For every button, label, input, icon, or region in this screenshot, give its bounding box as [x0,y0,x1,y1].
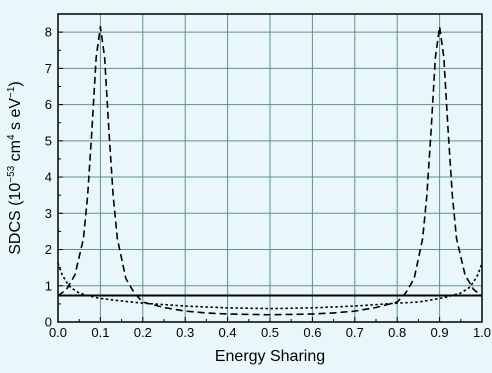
y-axis-label-exp1: −53 [6,165,17,182]
y-tick-label: 4 [45,170,52,185]
y-tick-label: 7 [45,61,52,76]
grid [58,14,482,322]
y-axis-label-exp2: 4 [6,134,17,140]
x-tick-label: 0.3 [176,325,194,340]
y-tick-label: 6 [45,97,52,112]
series-group [57,25,483,316]
y-tick-label: 8 [45,25,52,40]
y-axis-label-exp3: −1 [6,86,17,98]
y-tick-label: 1 [45,278,52,293]
plot-frame [57,13,483,323]
x-tick-label: 0.5 [261,325,279,340]
x-tick-label: 0.7 [346,325,364,340]
y-tick-label: 2 [45,242,52,257]
x-tick-label: 0.4 [219,325,237,340]
x-tick-label: 0.2 [134,325,152,340]
x-tick-label: 0.1 [91,325,109,340]
y-axis-label-suffix: ) [7,81,24,86]
y-tick-label: 5 [45,133,52,148]
y-axis-label-prefix: SDCS (10 [7,183,24,255]
y-tick-label: 3 [45,206,52,221]
y-axis-label: SDCS (10−53 cm4 s eV−1) [6,81,24,255]
y-tick-labels: 0 1 2 3 4 5 6 7 8 [45,25,52,330]
y-axis-label-mid1: cm [7,140,24,166]
x-tick-labels: 0.0 0.1 0.2 0.3 0.4 0.5 0.6 0.7 0.8 0.9 1.0 [49,325,491,340]
y-tick-label: 0 [45,315,52,330]
x-tick-label: 0.9 [431,325,449,340]
x-axis-label: Energy Sharing [215,348,325,365]
series-line-dashed [57,25,483,316]
y-axis-label-mid2: s eV [7,98,24,135]
x-tick-label: 0.8 [388,325,406,340]
x-tick-label: 0.0 [49,325,67,340]
x-tick-label: 1.0 [473,325,491,340]
x-tick-label: 0.6 [303,325,321,340]
